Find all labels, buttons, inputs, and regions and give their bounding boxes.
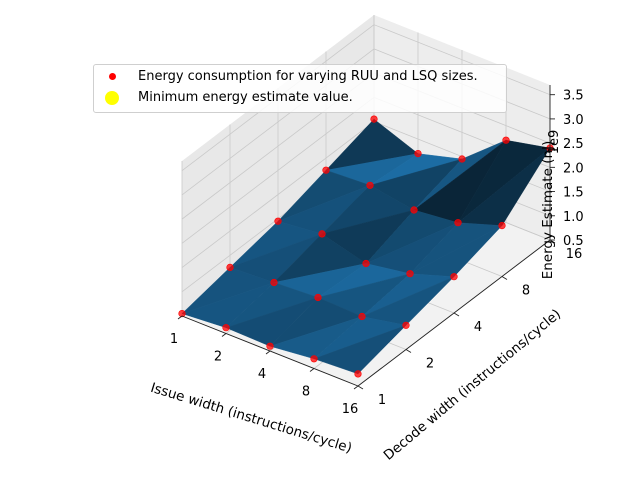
x-tick-label: 4	[258, 367, 266, 382]
z-tick-label: 2.0	[563, 161, 584, 176]
energy-point	[458, 155, 466, 163]
x-tick-label: 2	[214, 350, 222, 365]
z-tick-label: 1.5	[563, 186, 584, 201]
z-axis-label: Energy Estimate (nJ)	[540, 141, 556, 280]
legend: Energy consumption for varying RUU and L…	[93, 64, 507, 113]
energy-point	[358, 312, 366, 321]
x-axis-label: Issue width (instructions/cycle)	[149, 380, 354, 457]
energy-point	[502, 136, 510, 144]
x-tick-mark	[265, 350, 271, 355]
y-tick-label: 1	[378, 393, 386, 408]
y-tick-label: 2	[426, 357, 434, 372]
surface-facet	[313, 325, 407, 375]
legend-marker-red-dot	[109, 73, 116, 80]
energy-point	[314, 293, 322, 302]
energy-point	[354, 370, 362, 378]
x-tick-mark	[353, 385, 359, 390]
y-tick-mark	[405, 349, 412, 353]
x-tick-mark	[221, 333, 227, 337]
back-grid-z	[373, 24, 551, 96]
energy-point	[370, 115, 378, 123]
energy-point	[410, 206, 418, 214]
x-tick-label: 8	[302, 385, 310, 400]
y-tick-label: 16	[566, 247, 583, 262]
energy-point	[454, 219, 462, 227]
x-tick-mark	[309, 368, 315, 372]
y-tick-label: 8	[522, 284, 530, 299]
energy-point	[406, 270, 414, 278]
energy-point	[270, 278, 278, 287]
energy-point	[362, 259, 370, 268]
legend-label-minimum: Minimum energy estimate value.	[138, 90, 353, 105]
energy-point	[366, 181, 374, 189]
energy-point	[498, 222, 506, 230]
left-grid-z	[181, 121, 375, 268]
y-tick-label: 4	[474, 320, 482, 335]
y-tick-mark	[453, 312, 460, 317]
z-offset-text: 1e9	[547, 130, 562, 155]
z-tick-label: 3.5	[563, 89, 584, 104]
y-tick-mark	[549, 239, 556, 244]
energy-point	[414, 150, 422, 158]
x-tick-mark	[177, 315, 183, 320]
x-tick-label: 1	[170, 332, 178, 347]
energy-surface	[181, 118, 551, 375]
energy-point	[274, 217, 282, 225]
legend-marker-yellow-dot	[105, 91, 119, 105]
legend-label-energy: Energy consumption for varying RUU and L…	[138, 69, 478, 84]
energy-point	[318, 230, 326, 238]
left-grid-z	[181, 97, 375, 244]
z-tick-label: 1.0	[563, 210, 584, 225]
z-tick-label: 0.5	[563, 234, 584, 249]
x-tick-label: 16	[342, 402, 359, 417]
energy-point	[222, 324, 230, 332]
energy-point	[322, 166, 330, 174]
y-tick-mark	[501, 276, 508, 280]
energy-points	[178, 115, 554, 378]
energy-point	[310, 355, 318, 363]
energy-point	[402, 321, 410, 329]
energy-point	[226, 263, 234, 272]
energy-point	[178, 310, 186, 318]
energy-point	[450, 273, 458, 281]
energy-point	[266, 342, 274, 350]
z-tick-label: 3.0	[563, 113, 584, 128]
z-tick-label: 2.5	[563, 137, 584, 152]
y-tick-mark	[357, 385, 364, 390]
